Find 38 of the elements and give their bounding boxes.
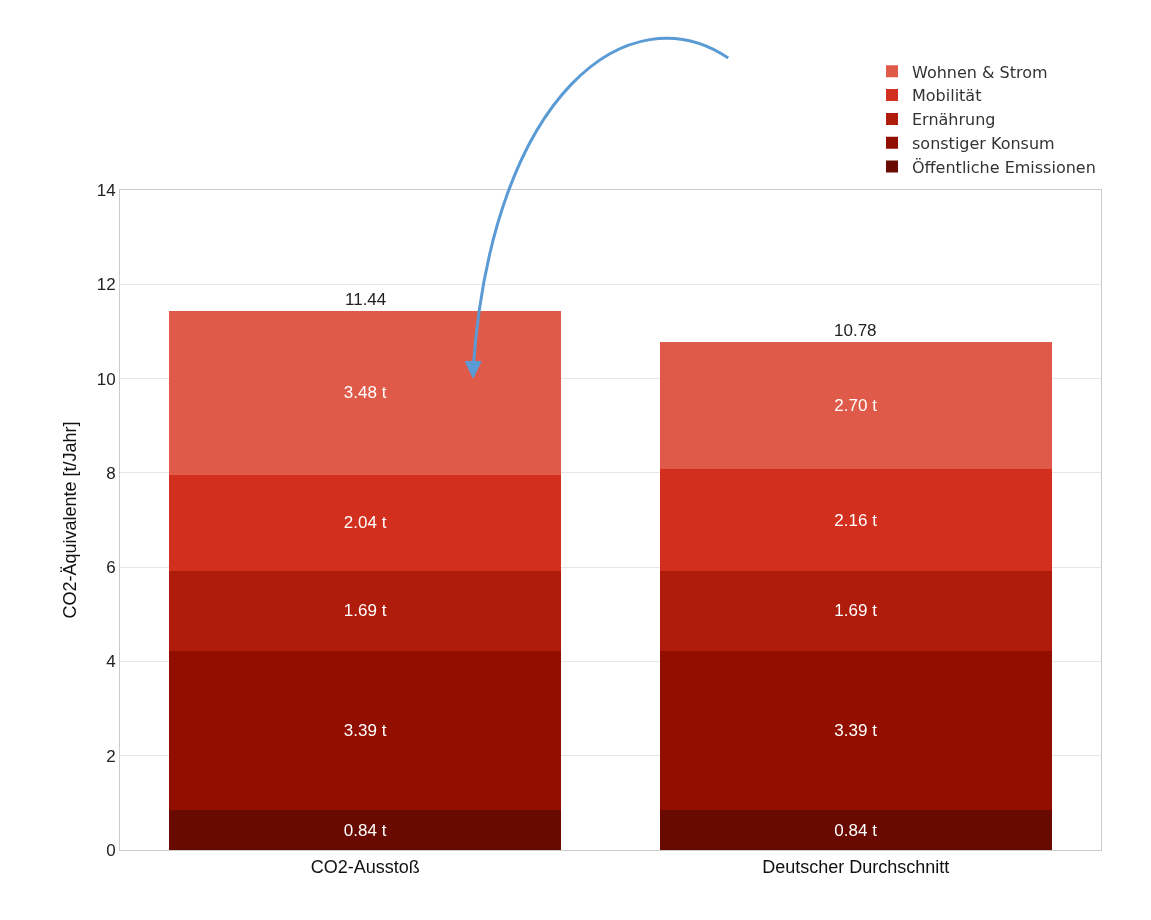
data-label: 1.69 t xyxy=(343,601,387,621)
y-tick-label: 6 xyxy=(106,558,116,578)
y-tick-label: 0 xyxy=(106,840,116,860)
data-label: 2.70 t xyxy=(834,395,878,415)
data-label: 2.04 t xyxy=(343,513,387,533)
legend-label: Ernährung xyxy=(912,110,996,130)
bar xyxy=(659,650,1052,811)
data-label: 2.16 t xyxy=(834,510,878,530)
y-tick-label: 2 xyxy=(106,746,116,766)
data-label: 0.84 t xyxy=(834,820,878,840)
bar xyxy=(169,810,562,850)
bar xyxy=(659,341,1052,470)
legend-label: sonstiger Konsum xyxy=(912,133,1055,153)
y-tick-label: 14 xyxy=(96,180,116,200)
data-label: 3.48 t xyxy=(343,383,387,403)
bar xyxy=(169,310,562,475)
legend-label: Mobilität xyxy=(912,86,982,106)
legend-label: Wohnen & Strom xyxy=(912,62,1048,82)
y-tick-label: 8 xyxy=(106,463,116,483)
bar xyxy=(659,810,1052,850)
data-label: 1.69 t xyxy=(834,601,878,621)
data-label: 3.39 t xyxy=(343,720,387,740)
bar xyxy=(169,650,562,811)
legend-label: Öffentliche Emissionen xyxy=(912,157,1096,177)
bar xyxy=(659,570,1052,651)
y-tick-label: 10 xyxy=(96,369,116,389)
y-tick-label: 4 xyxy=(106,652,116,672)
bar xyxy=(659,469,1052,571)
y-tick-label: 12 xyxy=(96,275,116,295)
bar xyxy=(169,570,562,651)
bar xyxy=(169,474,562,571)
data-label: 3.39 t xyxy=(834,720,878,740)
x-tick-label: CO2-Ausstoß xyxy=(310,856,420,877)
total-label: 11.44 xyxy=(345,290,387,309)
y-axis-title: CO2-Äquivalente [t/Jahr] xyxy=(59,421,80,619)
x-tick-label: Deutscher Durchschnitt xyxy=(762,856,950,877)
data-label: 0.84 t xyxy=(343,820,387,840)
total-label: 10.78 xyxy=(834,321,877,340)
